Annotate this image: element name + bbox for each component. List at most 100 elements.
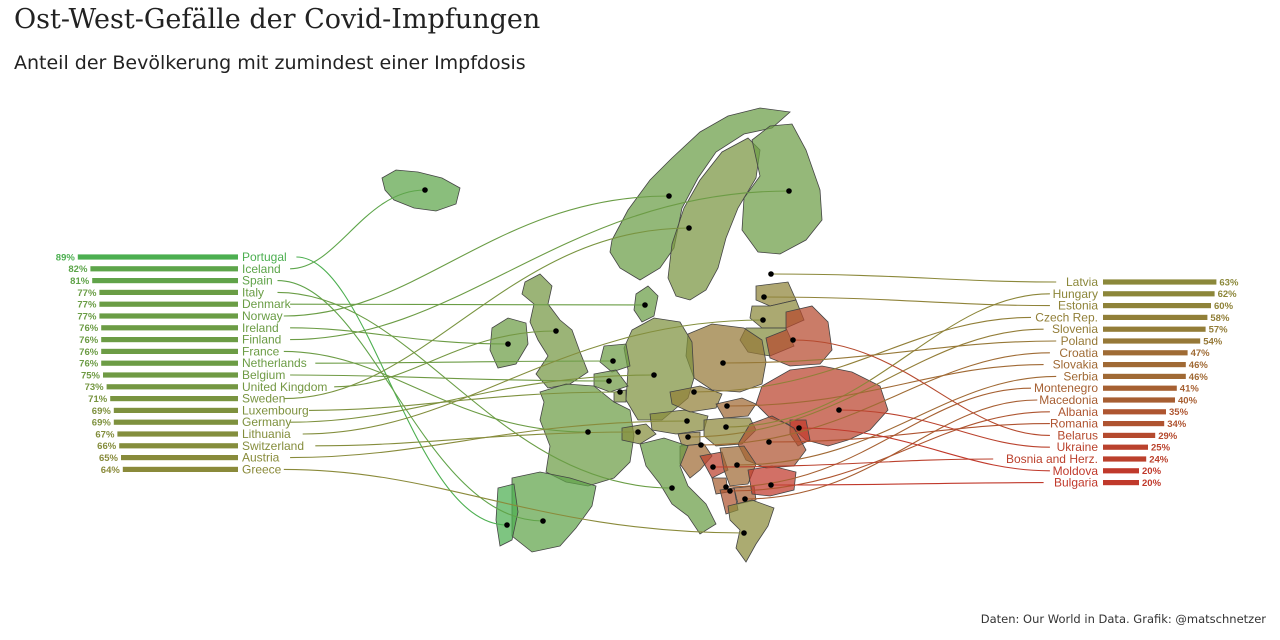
country-label-moldova: Moldova xyxy=(1053,464,1099,478)
country-label-slovenia: Slovenia xyxy=(1052,322,1098,336)
marker-italy xyxy=(669,485,675,491)
country-label-bosnia-and-herz: Bosnia and Herz. xyxy=(1006,452,1098,466)
map-country-czech-rep xyxy=(669,385,723,413)
marker-montenegro xyxy=(723,484,729,490)
connector-moldova xyxy=(798,427,1050,472)
country-label-sweden: Sweden xyxy=(242,392,285,406)
east-bars: 63% Latvia 62% Hungary 60% Estonia 58% Czech Re… xyxy=(1006,275,1239,490)
pct-label-ireland: 76% xyxy=(79,323,99,334)
pct-label-albania: 35% xyxy=(1169,407,1189,418)
country-label-france: France xyxy=(242,344,280,358)
marker-estonia xyxy=(761,294,767,300)
bar-portugal xyxy=(77,254,238,260)
connector-finland xyxy=(290,190,790,341)
connector-luxembourg xyxy=(308,391,621,411)
pct-label-italy: 77% xyxy=(77,288,97,299)
pct-label-poland: 54% xyxy=(1203,336,1223,347)
map-country-belarus xyxy=(765,305,833,367)
country-markers xyxy=(422,187,842,536)
pct-label-spain: 81% xyxy=(70,276,90,287)
map-country-finland xyxy=(741,123,823,255)
country-label-norway: Norway xyxy=(242,309,283,323)
marker-ireland xyxy=(505,341,511,347)
chart-title: Ost-West-Gefälle der Covid-Impfungen xyxy=(14,4,541,35)
country-label-ukraine: Ukraine xyxy=(1057,440,1099,454)
pct-label-serbia: 46% xyxy=(1189,372,1209,383)
bar-romania xyxy=(1103,421,1165,427)
country-label-belgium: Belgium xyxy=(242,368,285,382)
bar-macedonia xyxy=(1103,397,1175,403)
marker-austria xyxy=(684,418,690,424)
country-label-estonia: Estonia xyxy=(1058,299,1098,313)
bar-spain xyxy=(92,278,238,284)
bar-bosnia-and-herz xyxy=(1103,456,1147,462)
pct-label-belgium: 75% xyxy=(81,370,101,381)
connector-germany xyxy=(290,374,655,423)
bar-sweden xyxy=(110,396,238,402)
bar-belarus xyxy=(1103,432,1156,438)
marker-latvia xyxy=(768,271,774,277)
connector-norway xyxy=(283,195,670,317)
pct-label-france: 76% xyxy=(79,347,99,358)
bar-poland xyxy=(1103,338,1201,344)
connector-bosnia-and-herz xyxy=(712,458,994,468)
country-label-portugal: Portugal xyxy=(242,250,287,264)
bar-montenegro xyxy=(1103,385,1177,391)
pct-label-czech-rep: 58% xyxy=(1210,313,1230,324)
bar-luxembourg xyxy=(113,407,238,413)
bar-slovenia xyxy=(1103,326,1206,332)
europe-map xyxy=(381,107,889,563)
marker-norway xyxy=(666,193,672,199)
map-country-netherlands xyxy=(599,343,631,373)
pct-label-bosnia-and-herz: 24% xyxy=(1149,454,1169,465)
pct-label-finland: 76% xyxy=(79,335,99,346)
connector-iceland xyxy=(290,189,426,270)
marker-greece xyxy=(741,530,747,536)
country-label-luxembourg: Luxembourg xyxy=(242,403,309,417)
pct-label-luxembourg: 69% xyxy=(92,406,112,417)
bar-italy xyxy=(99,289,239,295)
country-label-ireland: Ireland xyxy=(242,321,279,335)
marker-netherlands xyxy=(610,358,616,364)
bar-switzerland xyxy=(119,443,238,449)
marker-finland xyxy=(786,188,792,194)
marker-belgium xyxy=(606,378,612,384)
connector-slovakia xyxy=(726,364,1044,407)
pct-label-netherlands: 76% xyxy=(79,359,99,370)
marker-united-kingdom xyxy=(553,328,559,334)
country-label-netherlands: Netherlands xyxy=(242,356,307,370)
country-label-croatia: Croatia xyxy=(1059,346,1098,360)
country-label-greece: Greece xyxy=(242,462,282,476)
connector-sweden xyxy=(283,227,690,400)
marker-lithuania xyxy=(760,317,766,323)
map-country-slovakia xyxy=(715,397,757,419)
bar-greece xyxy=(122,466,238,472)
bar-iceland xyxy=(90,266,239,272)
country-label-switzerland: Switzerland xyxy=(242,439,304,453)
bar-hungary xyxy=(1103,291,1215,297)
map-country-poland xyxy=(685,323,767,393)
bar-ireland xyxy=(101,325,238,331)
bar-ukraine xyxy=(1103,444,1148,450)
marker-switzerland xyxy=(635,429,641,435)
marker-france xyxy=(585,429,591,435)
bar-netherlands xyxy=(101,360,238,366)
connector-ukraine xyxy=(838,409,1050,448)
marker-serbia xyxy=(734,462,740,468)
bar-albania xyxy=(1103,409,1166,415)
west-bars: 89% Portugal 82% Iceland 81% Spain 77% Italy 77%… xyxy=(56,250,328,476)
country-label-bulgaria: Bulgaria xyxy=(1054,476,1098,490)
bar-lithuania xyxy=(117,431,238,437)
connector-macedonia xyxy=(744,399,1038,500)
bar-moldova xyxy=(1103,468,1139,474)
bar-denmark xyxy=(99,301,239,307)
bar-czech-rep xyxy=(1103,314,1208,320)
pct-label-lithuania: 67% xyxy=(95,429,115,440)
connector-united-kingdom xyxy=(334,330,557,388)
pct-label-germany: 69% xyxy=(92,418,112,429)
connector-netherlands xyxy=(315,360,614,364)
country-label-spain: Spain xyxy=(242,274,273,288)
map-country-spain xyxy=(511,471,597,553)
marker-luxembourg xyxy=(617,389,623,395)
